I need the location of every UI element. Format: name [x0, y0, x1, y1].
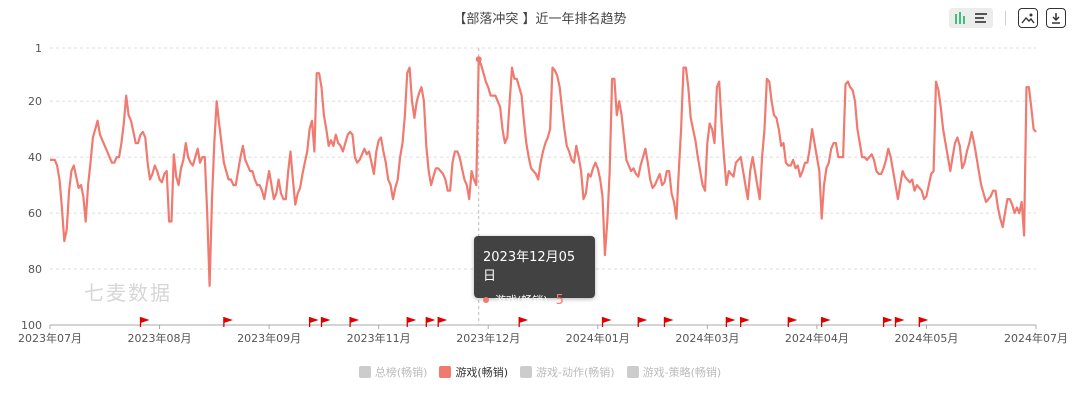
chart-type-toggle: [949, 8, 993, 28]
tooltip-row: 游戏(畅销) 5: [483, 292, 586, 308]
x-tick-label: 2024年05月: [894, 331, 958, 345]
legend-swatch: [626, 366, 639, 378]
series-line: [50, 58, 1037, 287]
x-tick-label: 2024年07月: [1004, 331, 1068, 345]
tooltip-value: 5: [555, 292, 564, 308]
legend-label: 总榜(畅销): [374, 366, 428, 379]
data-tooltip: 2023年12月05日 游戏(畅销) 5: [474, 236, 595, 308]
y-tick-label: 40: [28, 151, 42, 164]
y-tick-label: 1: [35, 42, 42, 55]
legend-item[interactable]: 总榜(畅销): [358, 364, 428, 380]
chart-legend: 总榜(畅销) 游戏(畅销) 游戏-动作(畅销) 游戏-策略(畅销): [0, 364, 1080, 380]
event-flag-icon: [602, 317, 612, 323]
y-tick-label: 80: [28, 263, 42, 276]
x-tick-label: 2024年01月: [566, 331, 630, 345]
event-flag-icon: [821, 317, 831, 323]
x-tick-label: 2023年07月: [18, 331, 82, 345]
legend-item[interactable]: 游戏(畅销): [439, 364, 508, 380]
event-flag-icon: [438, 317, 448, 323]
hover-point: [475, 56, 482, 63]
event-flag-icon: [740, 317, 750, 323]
list-icon[interactable]: [973, 10, 989, 26]
event-flag-icon: [788, 317, 798, 323]
x-tick-label: 2023年09月: [237, 331, 301, 345]
x-tick-label: 2023年12月: [456, 331, 520, 345]
event-flag-icon: [919, 317, 929, 323]
tooltip-series-name: 游戏(畅销): [495, 294, 548, 307]
chart-toolbar: [949, 8, 1066, 28]
event-flag-icon: [519, 317, 529, 323]
legend-item[interactable]: 游戏-策略(畅销): [626, 364, 722, 380]
bar-chart-icon[interactable]: [953, 10, 969, 26]
legend-label: 游戏-动作(畅销): [536, 366, 615, 379]
event-flag-icon: [223, 317, 233, 323]
event-flag-icon: [321, 317, 331, 323]
event-flag-icon: [726, 317, 736, 323]
toolbar-divider: [1005, 11, 1006, 25]
x-tick-label: 2024年03月: [675, 331, 739, 345]
watermark: 七麦数据: [84, 281, 172, 305]
chart-title: 【部落冲突 】近一年排名趋势: [453, 12, 627, 27]
y-tick-label: 20: [28, 95, 42, 108]
x-tick-label: 2023年08月: [128, 331, 192, 345]
event-flag-icon: [895, 317, 905, 323]
download-icon[interactable]: [1046, 8, 1066, 28]
legend-swatch: [520, 366, 533, 378]
event-flag-icon: [309, 317, 319, 323]
legend-swatch: [358, 366, 371, 378]
legend-item[interactable]: 游戏-动作(畅销): [520, 364, 615, 380]
legend-label: 游戏(畅销): [455, 366, 509, 379]
legend-swatch: [439, 366, 452, 378]
event-flag-icon: [407, 317, 417, 323]
legend-label: 游戏-策略(畅销): [642, 366, 722, 379]
event-flag-icon: [140, 317, 150, 323]
tooltip-series-dot: [483, 297, 489, 303]
tooltip-date: 2023年12月05日: [483, 250, 576, 284]
event-flag-icon: [638, 317, 648, 323]
event-flag-icon: [350, 317, 360, 323]
event-flag-icon: [664, 317, 674, 323]
y-tick-label: 60: [28, 207, 42, 220]
save-image-icon[interactable]: [1018, 8, 1038, 28]
y-tick-label: 100: [21, 319, 42, 332]
event-flag-icon: [426, 317, 436, 323]
x-tick-label: 2023年11月: [347, 331, 411, 345]
event-flag-icon: [883, 317, 893, 323]
x-tick-label: 2024年04月: [785, 331, 849, 345]
